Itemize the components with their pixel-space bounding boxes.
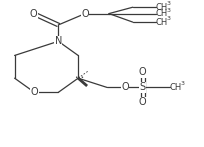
Text: 3: 3 bbox=[166, 1, 171, 6]
Text: O: O bbox=[121, 82, 129, 92]
Text: CH: CH bbox=[170, 83, 182, 92]
Text: O: O bbox=[30, 9, 37, 19]
Text: CH: CH bbox=[156, 18, 168, 27]
Text: •••: ••• bbox=[74, 75, 84, 80]
Text: 3: 3 bbox=[166, 16, 171, 21]
Text: O: O bbox=[81, 9, 89, 19]
Text: CH: CH bbox=[156, 3, 168, 12]
Text: O: O bbox=[139, 97, 146, 107]
Text: 3: 3 bbox=[181, 81, 184, 86]
Text: S: S bbox=[140, 82, 146, 92]
Text: CH: CH bbox=[156, 9, 168, 18]
Text: N: N bbox=[55, 36, 62, 46]
Text: O: O bbox=[139, 67, 146, 77]
Text: 3: 3 bbox=[166, 7, 171, 12]
Text: O: O bbox=[31, 87, 38, 97]
